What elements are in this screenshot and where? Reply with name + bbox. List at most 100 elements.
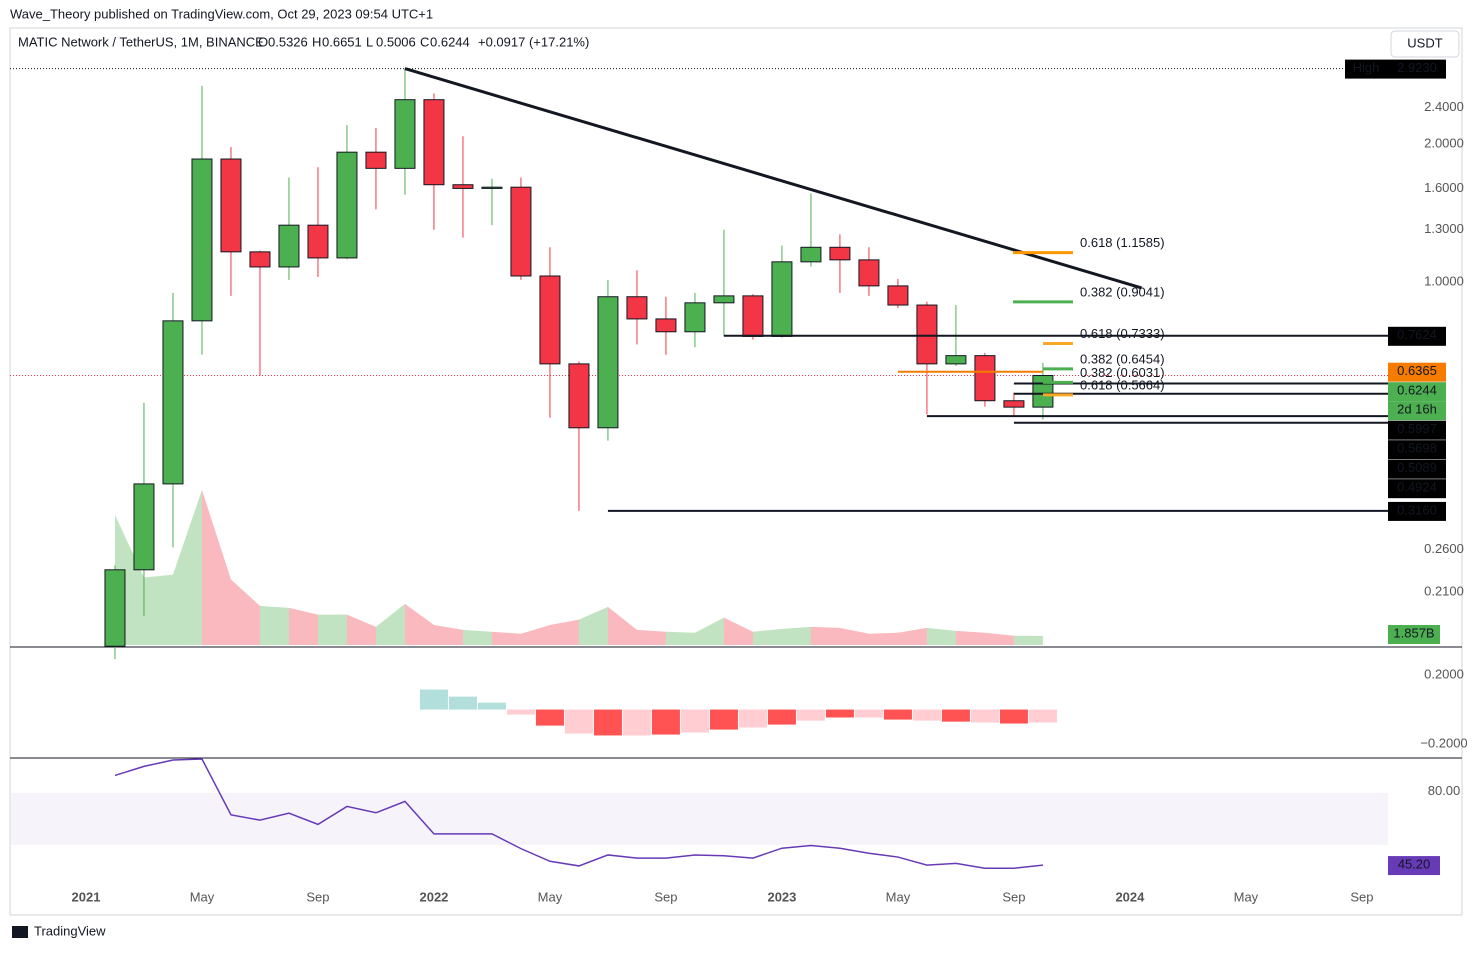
header-text: 0.5326 (268, 34, 308, 49)
x-tick-label: 2021 (72, 889, 101, 904)
header-text: +0.0917 (+17.21%) (478, 34, 589, 49)
ath-tag: High (1353, 60, 1380, 75)
candle-body (452, 184, 474, 189)
macd-bar (912, 709, 941, 721)
candle-body (916, 304, 938, 365)
candle-body (858, 259, 880, 287)
candle-body (365, 151, 387, 169)
candle-body (655, 318, 677, 333)
candle-body (1032, 375, 1054, 408)
candle-body (249, 251, 271, 268)
x-tick-label: May (886, 889, 911, 904)
volume-area (404, 603, 434, 645)
price-label: 0.7624 (1397, 327, 1437, 342)
macd-bar (883, 709, 912, 720)
candle-body (568, 363, 590, 429)
x-tick-label: Sep (1350, 889, 1373, 904)
candle-body (742, 295, 764, 337)
macd-bar (738, 709, 767, 728)
candle-body (336, 151, 358, 259)
y-tick-label: 1.6000 (1424, 180, 1464, 195)
volume-area (462, 629, 492, 645)
macd-bar (999, 709, 1028, 724)
candle-body (307, 224, 329, 259)
x-tick-label: May (538, 889, 563, 904)
macd-tick-label: 0.2000 (1424, 667, 1464, 682)
x-tick-label: Sep (306, 889, 329, 904)
volume-area (172, 490, 202, 645)
price-label-bg (1388, 440, 1446, 460)
price-label: 0.5089 (1397, 460, 1437, 475)
macd-bar (825, 709, 854, 718)
candle-body (800, 246, 822, 263)
footer: TradingView (34, 923, 106, 938)
fib-label: 0.618 (0.5664) (1080, 377, 1165, 392)
candle-body (974, 355, 996, 402)
volume-area (636, 629, 666, 645)
candle-body (423, 99, 445, 186)
fib-label: 0.382 (0.9041) (1080, 284, 1165, 299)
rsi-tick-label: 80.00 (1428, 783, 1461, 798)
volume-label-bg (1388, 625, 1440, 644)
candle-body (1003, 400, 1025, 408)
volume-area (201, 490, 231, 645)
volume-area (288, 607, 318, 645)
countdown-bg (1388, 401, 1446, 421)
ath-label: 2.9230 (1397, 60, 1437, 75)
price-label-bg (1388, 501, 1446, 521)
macd-bar (941, 709, 970, 722)
volume-area (520, 624, 550, 645)
candle-body (626, 296, 648, 320)
volume-area (317, 614, 347, 645)
price-label: 0.5698 (1397, 441, 1437, 456)
candle-body (220, 158, 242, 253)
volume-area (781, 626, 811, 645)
price-label-bg (1388, 420, 1446, 440)
x-tick-label: Sep (654, 889, 677, 904)
y-tick-label: 1.0000 (1424, 273, 1464, 288)
header-text: C (420, 34, 429, 49)
currency-label[interactable]: USDT (1407, 35, 1442, 50)
candle-body (162, 320, 184, 485)
macd-bar (709, 709, 738, 730)
credit: Wave_Theory published on TradingView.com… (10, 6, 433, 21)
candle-body (945, 355, 967, 365)
volume-area (143, 574, 173, 645)
macd-bar (767, 709, 796, 725)
macd-bar (448, 696, 477, 710)
price-label-bg (1388, 362, 1446, 382)
macd-bar (651, 709, 680, 735)
currency-button[interactable] (1390, 30, 1460, 58)
candle-body (278, 224, 300, 268)
candle-body (394, 99, 416, 169)
candle-body (887, 285, 909, 306)
candle-body (597, 296, 619, 429)
volume-area (1013, 635, 1043, 645)
y-tick-label: 2.4000 (1424, 99, 1464, 114)
candle-body (510, 186, 532, 277)
frame (9, 27, 1463, 916)
x-tick-label: 2022 (419, 889, 448, 904)
volume-area (984, 632, 1014, 645)
macd-bar (970, 709, 999, 723)
header-text: MATIC Network / TetherUS, 1M, BINANCE (18, 34, 264, 49)
volume-area (549, 619, 579, 645)
volume-area (810, 626, 840, 645)
volume-area (868, 632, 898, 645)
price-label-bg (1388, 382, 1446, 402)
y-tick-label: 1.3000 (1424, 221, 1464, 236)
volume-area (491, 631, 521, 645)
volume-area (346, 614, 376, 645)
volume-area (694, 617, 724, 645)
price-label-bg (1388, 326, 1446, 346)
rsi-label-bg (1388, 856, 1440, 876)
x-tick-label: May (1234, 889, 1259, 904)
volume-area (839, 627, 869, 645)
volume-area (752, 628, 782, 645)
footer-logo (12, 926, 28, 938)
candle-body (481, 186, 503, 189)
macd-bar (622, 709, 651, 736)
macd-bar (564, 709, 593, 734)
macd-bar (796, 709, 825, 721)
